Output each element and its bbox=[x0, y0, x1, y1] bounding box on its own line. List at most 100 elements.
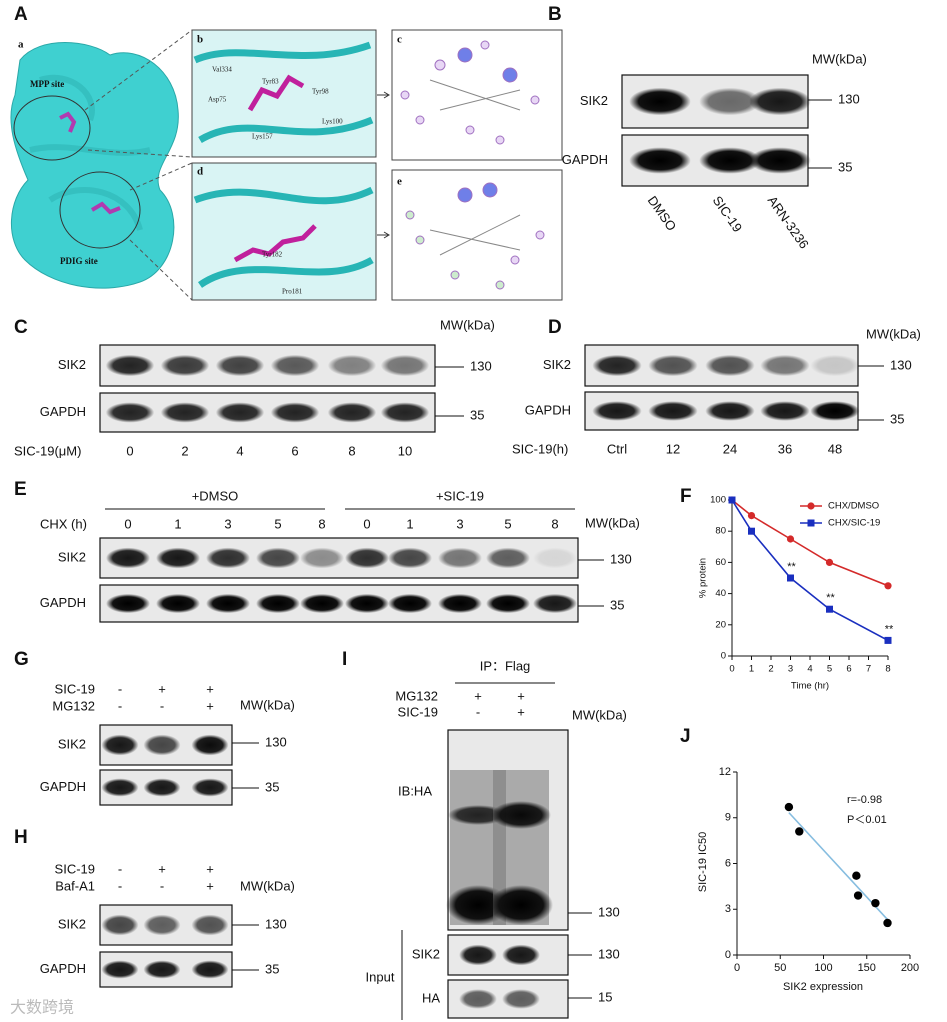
band bbox=[191, 778, 229, 797]
size-label: 130 bbox=[838, 91, 860, 106]
residue-label: Lys100 bbox=[322, 118, 343, 126]
y-tick-label: 3 bbox=[725, 903, 731, 915]
marker bbox=[747, 511, 756, 520]
ligand bbox=[59, 111, 77, 133]
size-label: 35 bbox=[265, 961, 279, 976]
band bbox=[156, 593, 200, 614]
y-axis-label: SIC-19 IC50 bbox=[697, 832, 709, 893]
lane-label: 5 bbox=[504, 516, 511, 531]
condition-sign: + bbox=[206, 878, 214, 893]
condition-label: SIC-19 bbox=[55, 681, 95, 696]
group-label: +SIC-19 bbox=[436, 488, 484, 503]
band bbox=[810, 401, 860, 421]
lane-label: 10 bbox=[398, 443, 412, 458]
band bbox=[143, 914, 181, 936]
mw-header: MW(kDa) bbox=[585, 515, 640, 530]
x-tick-label: 150 bbox=[858, 962, 876, 974]
size-label: 130 bbox=[610, 551, 632, 566]
lane-title: SIC-19(h) bbox=[512, 441, 568, 456]
legend-label: CHX/SIC-19 bbox=[828, 518, 880, 529]
band bbox=[143, 960, 181, 979]
x-tick-label: 6 bbox=[846, 664, 851, 675]
annotation: P＜0.01 bbox=[847, 814, 887, 826]
y-tick-label: 20 bbox=[715, 619, 726, 630]
row-label: GAPDH bbox=[40, 595, 86, 610]
row-label: SIK2 bbox=[58, 736, 86, 751]
condition-sign: - bbox=[118, 681, 122, 696]
band bbox=[648, 401, 698, 421]
subpanel-label: e bbox=[397, 176, 402, 188]
condition-sign: - bbox=[118, 861, 122, 876]
band bbox=[388, 547, 432, 569]
row-label: HA bbox=[422, 990, 440, 1005]
size-label: 130 bbox=[890, 357, 912, 372]
condition-label: SIC-19 bbox=[55, 861, 95, 876]
condition-label: MG132 bbox=[395, 688, 438, 703]
band bbox=[160, 354, 210, 377]
condition-sign: + bbox=[517, 704, 525, 719]
residue-label: Tyr182 bbox=[262, 251, 283, 259]
lane-label: 3 bbox=[456, 516, 463, 531]
blot bbox=[99, 344, 436, 387]
site-circle bbox=[59, 171, 141, 249]
y-tick-label: 9 bbox=[725, 812, 731, 824]
band bbox=[300, 593, 344, 614]
subpanel-label: c bbox=[397, 34, 402, 46]
lane-label: 0 bbox=[363, 516, 370, 531]
band bbox=[256, 593, 300, 614]
lane-label: 4 bbox=[236, 443, 243, 458]
x-tick-label: 1 bbox=[749, 664, 754, 675]
marker bbox=[884, 636, 892, 644]
band bbox=[143, 734, 181, 756]
legend-marker bbox=[807, 502, 815, 510]
panel-label: H bbox=[14, 827, 28, 848]
marker bbox=[787, 574, 794, 582]
input-label: Input bbox=[366, 969, 395, 984]
band bbox=[810, 354, 860, 377]
lane-label: 8 bbox=[551, 516, 558, 531]
band bbox=[101, 778, 139, 797]
group-label: +DMSO bbox=[192, 488, 239, 503]
row-label: GAPDH bbox=[40, 404, 86, 419]
lane-label: 6 bbox=[291, 443, 298, 458]
lane-label: SIC-19 bbox=[710, 193, 745, 235]
size-label: 130 bbox=[598, 946, 620, 961]
x-tick-label: 2 bbox=[768, 664, 773, 675]
ligand bbox=[247, 74, 305, 112]
size-label: 35 bbox=[838, 159, 852, 174]
band bbox=[191, 734, 229, 756]
band bbox=[106, 547, 150, 569]
band bbox=[760, 401, 810, 421]
band bbox=[215, 354, 265, 377]
x-tick-label: 50 bbox=[774, 962, 786, 974]
band bbox=[749, 87, 811, 116]
row-label: SIK2 bbox=[58, 549, 86, 564]
lane-label: 2 bbox=[181, 443, 188, 458]
y-tick-label: 100 bbox=[710, 495, 726, 506]
row-label: SIK2 bbox=[543, 357, 571, 372]
band bbox=[380, 354, 430, 377]
size-label: 35 bbox=[890, 411, 904, 426]
marker bbox=[884, 582, 892, 590]
interaction-box bbox=[391, 29, 563, 161]
mw-header: MW(kDa) bbox=[240, 878, 295, 893]
band bbox=[699, 87, 761, 116]
panel-label: F bbox=[680, 486, 692, 507]
row-label: GAPDH bbox=[40, 961, 86, 976]
zoom-line bbox=[84, 29, 193, 301]
residue-label: Val334 bbox=[212, 66, 232, 74]
residue-label: Asp75 bbox=[208, 96, 227, 104]
band bbox=[699, 147, 761, 174]
lane-label: 12 bbox=[666, 441, 680, 456]
band bbox=[760, 354, 810, 377]
band bbox=[705, 401, 755, 421]
site-label: PDIG site bbox=[60, 256, 98, 266]
x-tick-label: 7 bbox=[866, 664, 871, 675]
residue-label: Lys157 bbox=[252, 133, 273, 141]
panel-label: C bbox=[14, 317, 28, 338]
band bbox=[592, 354, 642, 377]
watermark: 大数跨境 bbox=[10, 998, 74, 1017]
size-label: 130 bbox=[470, 358, 492, 373]
band bbox=[491, 801, 551, 829]
band bbox=[438, 547, 482, 569]
